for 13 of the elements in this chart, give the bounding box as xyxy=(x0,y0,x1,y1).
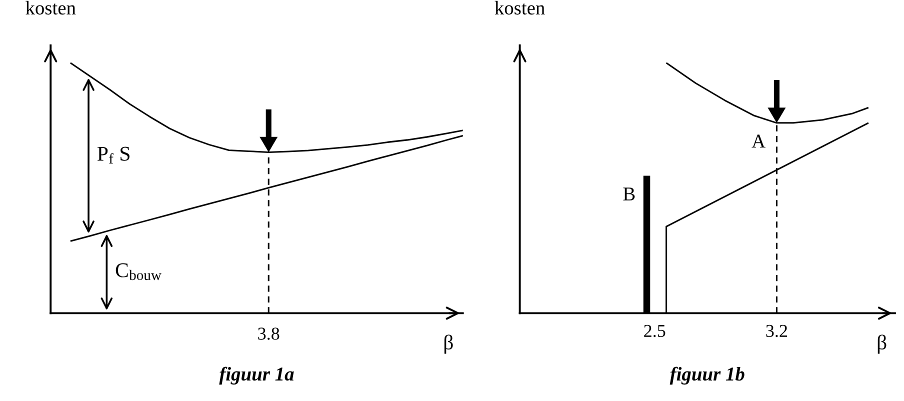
x-axis-title: β xyxy=(878,334,886,354)
x-axis-title: β xyxy=(444,334,453,354)
y-axis-title: kosten xyxy=(494,0,545,15)
text: 3.8 xyxy=(258,328,280,340)
x-tick-label: 2.5 xyxy=(644,324,666,338)
annotation: B xyxy=(623,188,635,200)
y-axis-title: kosten xyxy=(26,0,76,15)
text: figuur 1a xyxy=(219,366,294,385)
x-tick-label: 3.2 xyxy=(766,324,787,338)
annotation: C$_{bouw}$ xyxy=(116,263,162,280)
annotation: P$_{f}$ S xyxy=(97,146,130,164)
text: figuur 1b xyxy=(670,366,744,385)
annotation: A xyxy=(752,134,766,148)
